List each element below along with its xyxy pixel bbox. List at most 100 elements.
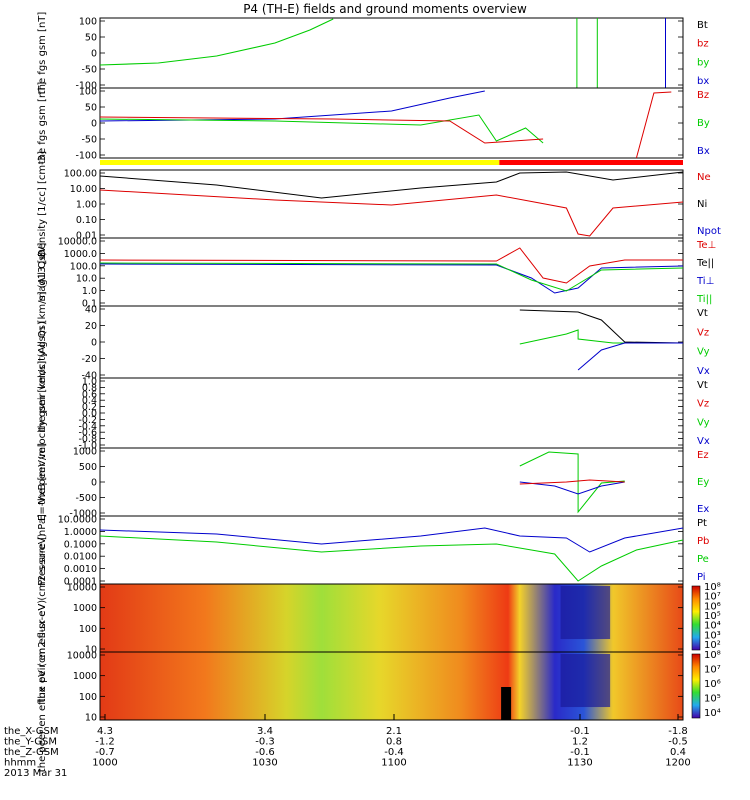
y-tick-label: 0.1000 [64,539,97,550]
y-tick-label: 1000 [73,603,97,614]
x-axis-value: -1.2 [95,737,115,748]
y-tick-label: 100 [79,692,97,703]
trace-te [99,247,683,284]
y-tick-label: 10000 [67,651,97,662]
x-axis-row-label: the_Y-GSM [4,737,57,748]
x-axis-value: -0.3 [255,737,275,748]
y-tick-label: -50 [81,65,97,76]
y-axis-label: the peer en eflux eV (cm2-s-sr-eV) [37,600,48,772]
trace-bz-tail [635,91,672,159]
spectrogram-data-gap [501,687,512,720]
y-tick-label: 1.00 [76,200,97,211]
colorbar-tick-label: 10⁶ [704,679,721,690]
colorbar-tick-label: 10⁴ [704,621,721,632]
y-tick-label: 0.0001 [64,577,97,588]
trace-bx [99,90,485,122]
x-axis-row-label: the_X-GSM [4,726,58,737]
y-tick-label: 10 [85,713,97,724]
y-tick-label: 0.8 [82,383,97,394]
legend-entry: Vz [697,327,709,338]
panel-frame [99,305,684,379]
x-axis-value: -0.6 [255,747,275,758]
legend-entry: Bt [697,20,708,31]
y-tick-label: 50 [85,33,97,44]
y-tick-label: -100 [75,81,97,92]
trace-ey [519,451,625,514]
trace-vx [577,342,683,371]
x-axis-row-label: the_Z-GSM [4,747,59,758]
y-tick-label: 0.6 [82,389,97,400]
y-axis-label: Density [1/cc] [cm-3] [37,151,48,257]
x-axis-value: 2.1 [386,726,402,737]
trace-ni [99,171,684,199]
legend-entry: Vt [697,380,708,391]
spectrogram-low-flux-region [560,654,611,708]
legend-entry: Vy [697,417,710,428]
y-tick-label: -40 [81,371,97,382]
y-tick-label: 1.0 [82,377,97,388]
y-tick-label: 500 [79,462,97,473]
x-axis-date: 2013 Mar 31 [4,768,67,779]
panel-density: 100.00 10.00 1.00 0.10 0.01 Density [1/cc] [c… [37,151,721,257]
y-tick-label: 20 [85,321,97,332]
y-tick-label: 10 [85,645,97,656]
trace-ti-par [99,262,684,292]
y-tick-label: 0.0100 [64,552,97,563]
legend-entry: Bz [697,90,709,101]
region-bar-red [499,160,683,165]
y-axis-label: mag13 [eV] [37,242,48,301]
panel-frame [99,377,684,449]
y-tick-label: -0.8 [78,434,97,445]
legend-entry: By [697,118,710,129]
colorbar [691,653,701,719]
x-axis-value: -0.7 [95,747,115,758]
y-tick-label: 10.0 [76,274,97,285]
legend-entry: Te⊥ [696,240,716,251]
y-axis-label: the fgs gsm [nT] [37,12,48,95]
y-axis-label: the peir velocity gsm [km/s] (All Qs) [37,252,48,433]
legend-entry: Ne [697,172,711,183]
y-tick-label: 1000.0 [64,249,97,260]
legend-entry: Npot [697,226,721,237]
legend-entry: Ti|| [696,294,712,305]
legend-entry: Vt [697,308,708,319]
trace-vt [519,309,684,344]
trace-pi [99,527,684,553]
trace-vy [519,329,683,345]
trace-ex [519,481,625,495]
x-axis-value: -0.4 [384,747,404,758]
y-tick-label: 0.0010 [64,564,97,575]
x-axis-value: 1030 [252,758,277,769]
y-tick-label: -100 [75,151,97,162]
y-tick-label: 40 [85,305,97,316]
y-tick-label: -0.2 [78,415,97,426]
x-axis-value: 4.3 [97,726,113,737]
y-tick-label: 100.0 [70,261,97,272]
legend-entry: Ex [697,504,709,515]
spectrogram-low-flux-region [560,586,611,640]
y-tick-label: 1000 [73,447,97,458]
colorbar-tick-label: 10⁵ [704,694,721,705]
y-tick-label: 0 [91,119,97,130]
legend-entry: bx [697,76,709,87]
y-axis-label: Pressure [nPa] [37,514,48,586]
panel-frame [99,237,684,307]
y-tick-label: 100 [79,624,97,635]
colorbar-tick-label: 10⁸ [704,650,721,661]
x-axis-value: 1000 [92,758,117,769]
y-axis-label: the peir en eflux eV (cm2-s-sr-eV) [37,533,48,702]
y-tick-label: -50 [81,135,97,146]
y-tick-label: 100 [79,17,97,28]
x-axis-value: 0.4 [670,747,686,758]
y-tick-label: 0.10 [76,215,97,226]
legend-entry: Pi [697,572,706,583]
x-axis-value: 3.4 [257,726,273,737]
legend-entry: Vx [697,436,710,447]
region-bar-yellow [100,160,500,165]
colorbar-tick-label: 10⁷ [704,592,721,603]
y-tick-label: 10.0000 [58,515,97,526]
legend-entry: bz [697,39,709,50]
y-tick-label: 10000 [67,583,97,594]
y-tick-label: -20 [81,354,97,365]
